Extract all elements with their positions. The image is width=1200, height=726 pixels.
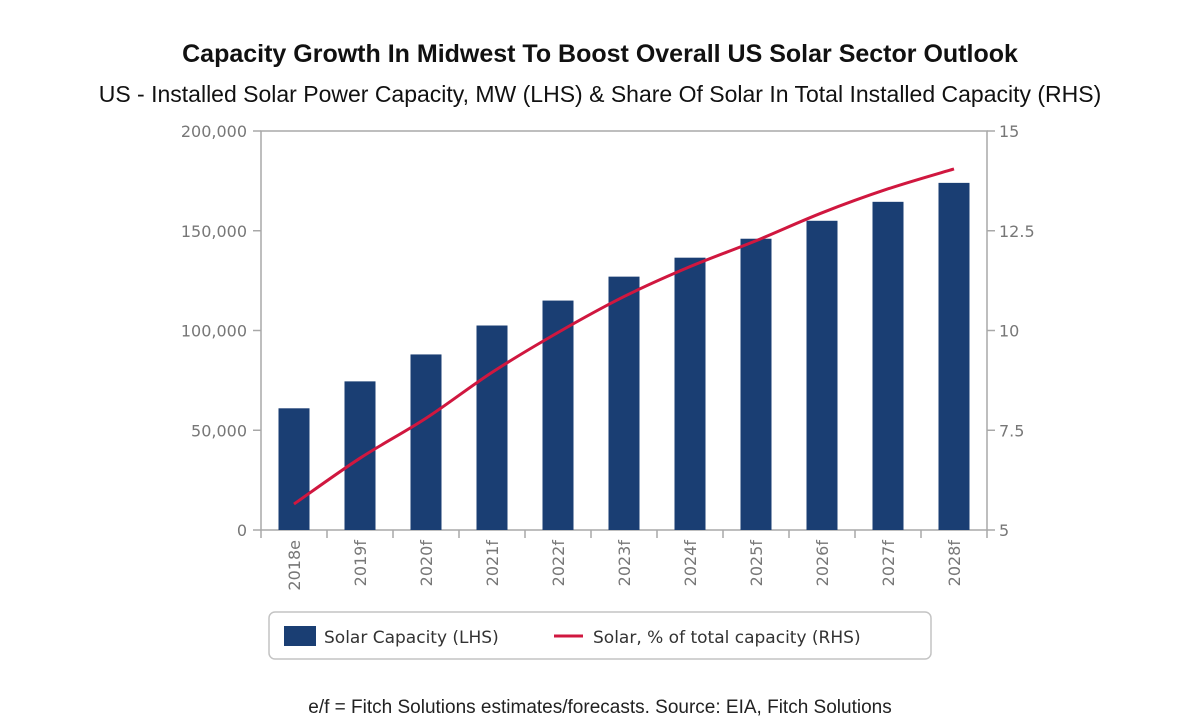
bar-2021f — [476, 325, 508, 530]
line-series — [293, 167, 955, 506]
bar-2020f — [410, 354, 442, 530]
bar-2024f — [674, 257, 706, 530]
bar-2025f — [740, 238, 772, 531]
left-tick-label: 50,000 — [191, 421, 247, 440]
x-tick-label: 2018e — [285, 540, 304, 591]
x-tick-label: 2026f — [813, 540, 832, 587]
x-tick-label: 2028f — [945, 540, 964, 587]
right-axis-ticks: 5 7.5 10 12.5 15 — [987, 122, 1035, 540]
legend-bar-swatch — [284, 626, 316, 646]
legend-box — [268, 611, 932, 660]
bar-2026f — [806, 220, 838, 530]
right-tick-label: 5 — [999, 521, 1009, 540]
x-tick-label: 2023f — [615, 540, 634, 587]
left-axis-ticks: 0 50,000 100,000 150,000 200,000 — [181, 122, 261, 540]
x-tick-label: 2025f — [747, 540, 766, 587]
bar-2018e — [278, 408, 310, 530]
bar-series — [278, 182, 970, 531]
chart-subtitle: US - Installed Solar Power Capacity, MW … — [98, 81, 1102, 107]
x-tick-label: 2019f — [351, 540, 370, 587]
x-tick-label: 2020f — [417, 540, 436, 587]
legend-line-label: Solar, % of total capacity (RHS) — [593, 628, 861, 648]
x-tick-label: 2027f — [879, 540, 898, 587]
chart-title: Capacity Growth In Midwest To Boost Over… — [182, 40, 1018, 68]
bar-2027f — [872, 201, 904, 530]
bar-2019f — [344, 381, 376, 530]
legend-bar-label: Solar Capacity (LHS) — [324, 628, 499, 648]
bar-2022f — [542, 300, 574, 530]
x-tick-label: 2021f — [483, 540, 502, 587]
right-tick-label: 15 — [999, 122, 1019, 141]
left-tick-label: 100,000 — [181, 322, 247, 341]
left-tick-label: 0 — [237, 521, 247, 540]
x-tick-label: 2022f — [549, 540, 568, 587]
left-tick-label: 200,000 — [181, 122, 247, 141]
right-tick-label: 7.5 — [999, 421, 1024, 440]
bar-2023f — [608, 276, 640, 530]
x-axis-ticks: 2018e 2019f 2020f 2021f 2022f 2023f 2024f 2025f… — [260, 530, 988, 591]
right-tick-label: 10 — [999, 322, 1019, 341]
bar-2028f — [938, 182, 970, 530]
left-tick-label: 150,000 — [181, 222, 247, 241]
right-tick-label: 12.5 — [999, 222, 1035, 241]
footnote: e/f = Fitch Solutions estimates/forecast… — [308, 697, 892, 718]
x-tick-label: 2024f — [681, 540, 700, 587]
legend: Solar Capacity (LHS) Solar, % of total ca… — [268, 611, 932, 660]
share-line — [293, 167, 955, 506]
